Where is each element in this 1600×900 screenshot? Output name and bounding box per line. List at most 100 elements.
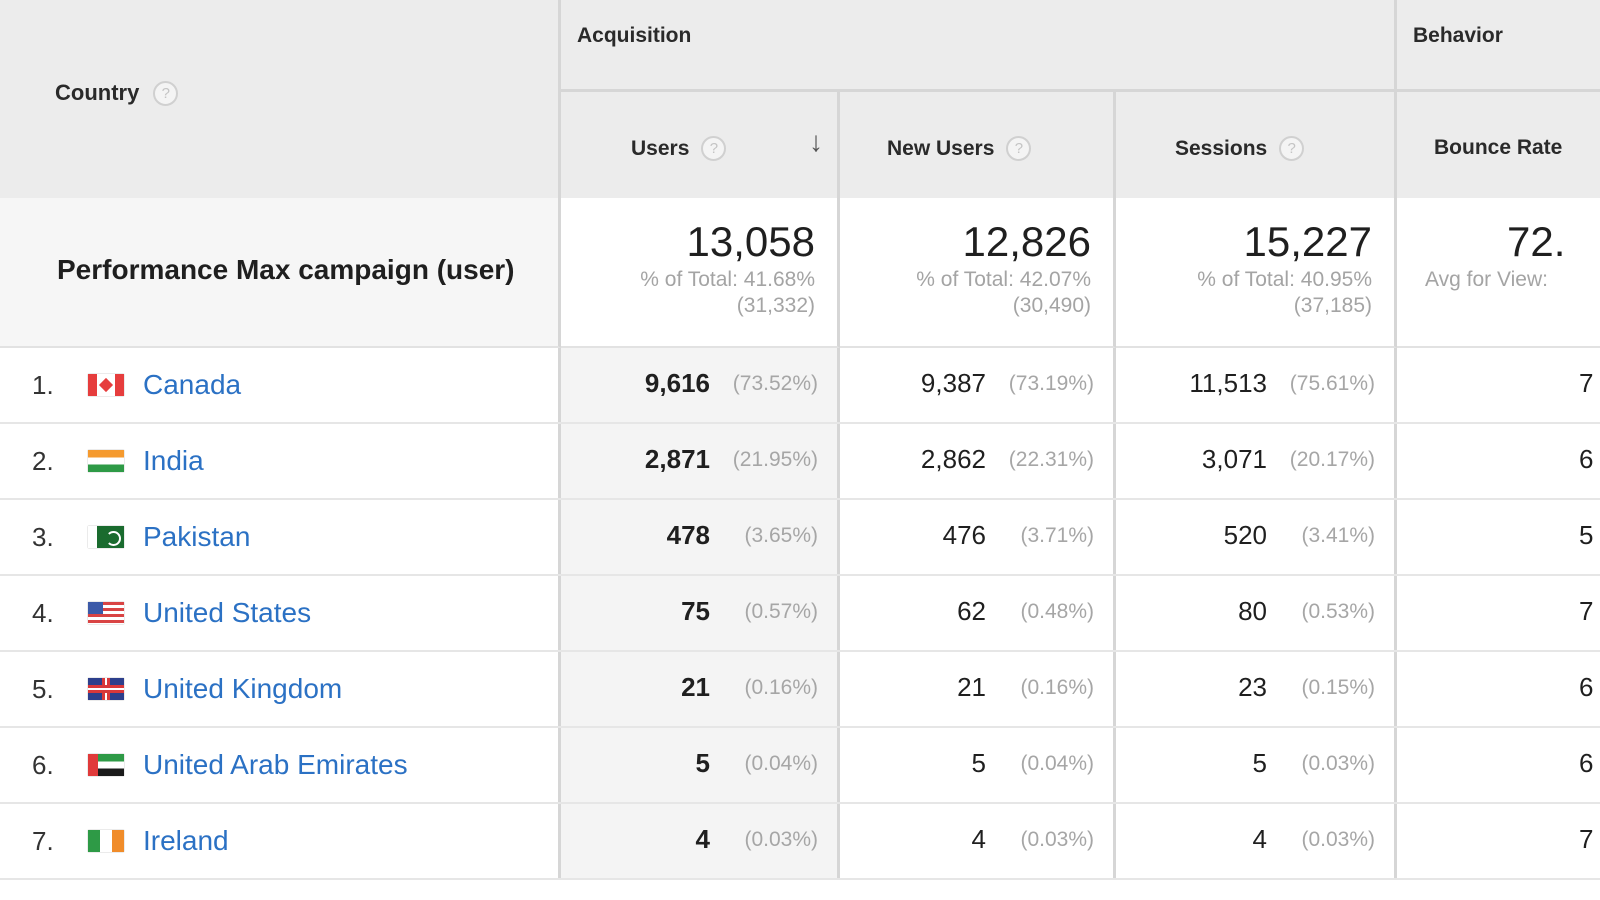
country-link[interactable]: United Arab Emirates bbox=[143, 749, 408, 780]
users-column-header[interactable]: Users ? ↓ bbox=[561, 92, 840, 198]
summary-users-pct: % of Total: 41.68% bbox=[640, 268, 815, 291]
sessions-value: 11,513 bbox=[1189, 368, 1267, 398]
arrow-down-icon[interactable]: ↓ bbox=[809, 126, 823, 157]
users-percent: (73.52%) bbox=[732, 372, 818, 395]
us-flag-icon bbox=[88, 602, 124, 624]
bounce-rate-value: 7 bbox=[1579, 368, 1594, 398]
users-cell: 2,871 (21.95%) bbox=[561, 424, 840, 498]
summary-new-users-pct: % of Total: 42.07% bbox=[916, 268, 1091, 291]
country-link[interactable]: India bbox=[143, 445, 204, 476]
new-users-cell: 62 (0.48%) bbox=[840, 576, 1116, 650]
sessions-value: 80 bbox=[1238, 596, 1267, 626]
sessions-cell: 11,513 (75.61%) bbox=[1116, 348, 1397, 422]
ireland-flag-icon bbox=[88, 830, 124, 852]
sessions-cell: 5 (0.03%) bbox=[1116, 728, 1397, 802]
bounce-rate-cell: 6 bbox=[1397, 652, 1600, 726]
summary-new-users-total: (30,490) bbox=[1012, 294, 1091, 317]
country-cell: 4. United States bbox=[0, 576, 561, 650]
new-users-header-label: New Users bbox=[887, 136, 995, 160]
summary-bounce-rate-value: 72. bbox=[1507, 218, 1566, 265]
pakistan-flag-icon bbox=[88, 526, 124, 548]
bounce-rate-cell: 7 bbox=[1397, 348, 1600, 422]
new-users-cell: 476 (3.71%) bbox=[840, 500, 1116, 574]
sessions-value: 520 bbox=[1223, 520, 1267, 550]
row-rank: 2. bbox=[32, 446, 54, 476]
sessions-cell: 80 (0.53%) bbox=[1116, 576, 1397, 650]
bounce-rate-cell: 6 bbox=[1397, 728, 1600, 802]
sessions-percent: (0.03%) bbox=[1301, 752, 1375, 775]
country-column-header[interactable]: Country ? bbox=[0, 0, 561, 198]
sessions-percent: (0.03%) bbox=[1301, 828, 1375, 851]
users-cell: 75 (0.57%) bbox=[561, 576, 840, 650]
summary-bounce-rate-avg: Avg for View: bbox=[1425, 268, 1548, 291]
new-users-percent: (3.71%) bbox=[1020, 524, 1094, 547]
country-cell: 3. Pakistan bbox=[0, 500, 561, 574]
country-cell: 2. India bbox=[0, 424, 561, 498]
sessions-percent: (0.53%) bbox=[1301, 600, 1375, 623]
bounce-rate-value: 6 bbox=[1579, 444, 1594, 474]
country-link[interactable]: Pakistan bbox=[143, 521, 251, 552]
new-users-value: 62 bbox=[957, 596, 986, 626]
row-rank: 1. bbox=[32, 370, 54, 400]
table-row: 5. United Kingdom 21 (0.16%) 21 (0.16%) … bbox=[0, 652, 1600, 728]
summary-bounce-rate: 72. Avg for View: bbox=[1397, 198, 1600, 348]
table-row: 4. United States 75 (0.57%) 62 (0.48%) 8… bbox=[0, 576, 1600, 652]
country-header-label: Country bbox=[55, 80, 140, 105]
sessions-cell: 520 (3.41%) bbox=[1116, 500, 1397, 574]
users-cell: 9,616 (73.52%) bbox=[561, 348, 840, 422]
users-value: 75 bbox=[681, 596, 710, 626]
help-icon[interactable]: ? bbox=[701, 136, 727, 161]
country-cell: 7. Ireland bbox=[0, 804, 561, 878]
sessions-percent: (20.17%) bbox=[1289, 448, 1375, 471]
row-rank: 3. bbox=[32, 522, 54, 552]
acquisition-label: Acquisition bbox=[577, 24, 692, 47]
bounce-rate-column-header[interactable]: Bounce Rate bbox=[1397, 92, 1600, 198]
users-value: 2,871 bbox=[644, 444, 710, 474]
users-percent: (0.57%) bbox=[744, 600, 818, 623]
summary-sessions-total: (37,185) bbox=[1293, 294, 1372, 317]
sessions-value: 4 bbox=[1252, 824, 1267, 854]
new-users-percent: (0.04%) bbox=[1020, 752, 1094, 775]
new-users-percent: (0.48%) bbox=[1020, 600, 1094, 623]
sessions-percent: (3.41%) bbox=[1301, 524, 1375, 547]
help-icon[interactable]: ? bbox=[1279, 136, 1305, 161]
uk-flag-icon bbox=[88, 678, 124, 700]
country-link[interactable]: United Kingdom bbox=[143, 673, 343, 704]
sessions-value: 23 bbox=[1238, 672, 1267, 702]
new-users-cell: 2,862 (22.31%) bbox=[840, 424, 1116, 498]
country-link[interactable]: Canada bbox=[143, 369, 242, 400]
sessions-value: 5 bbox=[1252, 748, 1267, 778]
new-users-value: 21 bbox=[957, 672, 986, 702]
country-link[interactable]: Ireland bbox=[143, 825, 229, 856]
sessions-column-header[interactable]: Sessions ? bbox=[1116, 92, 1397, 198]
row-rank: 5. bbox=[32, 674, 54, 704]
new-users-value: 5 bbox=[971, 748, 986, 778]
india-flag-icon bbox=[88, 450, 124, 472]
bounce-rate-value: 5 bbox=[1579, 520, 1594, 550]
behavior-group-header: Behavior bbox=[1397, 0, 1600, 92]
table-row: 6. United Arab Emirates 5 (0.04%) 5 (0.0… bbox=[0, 728, 1600, 804]
behavior-label: Behavior bbox=[1413, 24, 1503, 47]
bounce-rate-header-content: Bounce Rate bbox=[1434, 136, 1562, 160]
country-link[interactable]: United States bbox=[143, 597, 312, 628]
new-users-percent: (0.03%) bbox=[1020, 828, 1094, 851]
row-rank: 4. bbox=[32, 598, 54, 628]
users-value: 9,616 bbox=[644, 368, 710, 398]
new-users-cell: 4 (0.03%) bbox=[840, 804, 1116, 878]
help-icon[interactable]: ? bbox=[153, 80, 179, 106]
bounce-rate-value: 6 bbox=[1579, 748, 1594, 778]
summary-sessions: 15,227 % of Total: 40.95% (37,185) bbox=[1116, 198, 1397, 348]
sessions-header-content: Sessions ? bbox=[1175, 136, 1305, 161]
bounce-rate-value: 6 bbox=[1579, 672, 1594, 702]
users-cell: 4 (0.03%) bbox=[561, 804, 840, 878]
new-users-percent: (22.31%) bbox=[1008, 448, 1094, 471]
help-icon[interactable]: ? bbox=[1006, 136, 1032, 161]
new-users-column-header[interactable]: New Users ? bbox=[840, 92, 1116, 198]
users-header-content: Users ? bbox=[631, 136, 727, 161]
country-header-content: Country ? bbox=[55, 80, 179, 106]
country-cell: 6. United Arab Emirates bbox=[0, 728, 561, 802]
sessions-cell: 4 (0.03%) bbox=[1116, 804, 1397, 878]
new-users-header-content: New Users ? bbox=[887, 136, 1032, 161]
row-rank: 6. bbox=[32, 750, 54, 780]
